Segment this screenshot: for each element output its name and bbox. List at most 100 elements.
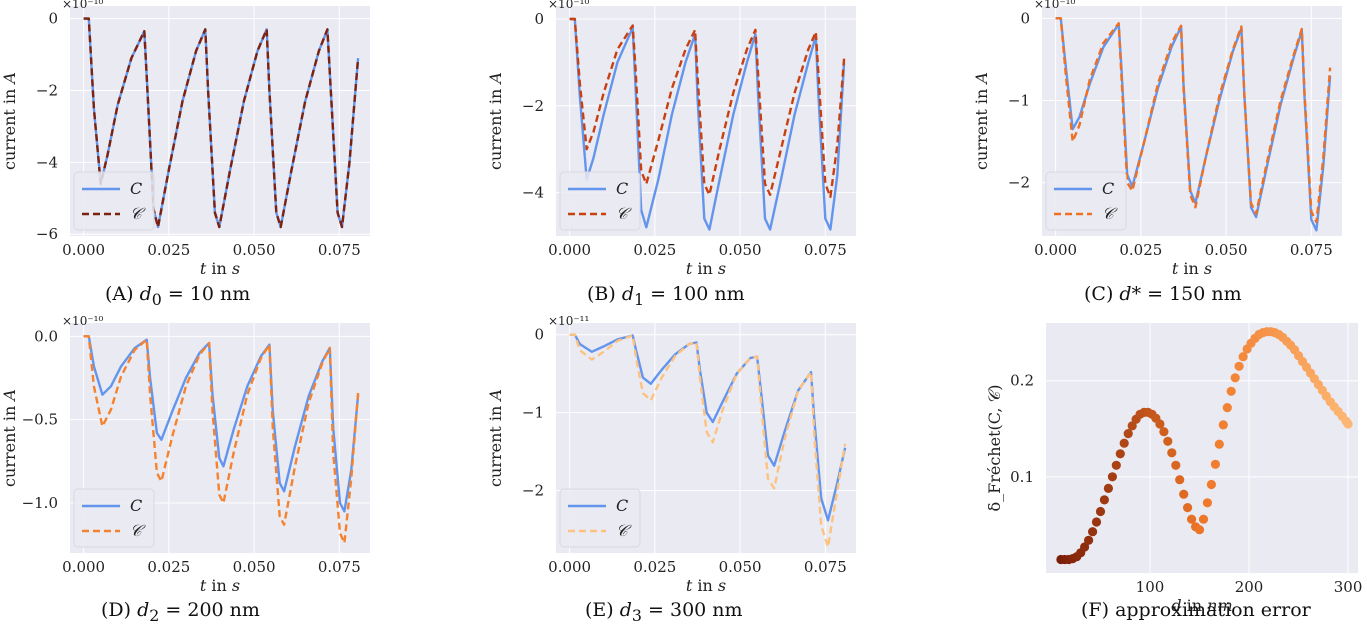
plot-f-point (1115, 449, 1125, 459)
plot-d-legend-label: C (130, 496, 142, 515)
plot-c-svg: 0.000 0.025 0.050 0.075 0 −1 −2 t in s current i… (972, 0, 1342, 278)
plot-f-point (1187, 514, 1197, 524)
plot-d-xtick-label: 0.025 (147, 558, 190, 576)
plot-f-point (1103, 483, 1113, 493)
plot-f-point (1123, 429, 1133, 439)
plot-f-point (1179, 489, 1189, 499)
plot-e-series-cal-c-line (569, 333, 847, 548)
plot-f-point (1222, 403, 1232, 413)
plot-f-point (1218, 420, 1228, 430)
plot-c-xtick-label: 0.075 (1290, 241, 1333, 259)
plot-c-xtick-label: 0.050 (1205, 241, 1248, 259)
plot-b-ylabel: current in A (486, 72, 505, 170)
plot-f-point (1226, 386, 1236, 396)
plot-d-xtick-label: 0.075 (318, 558, 361, 576)
plot-c-ylabel: current in A (972, 72, 991, 170)
panel-e: 0.000 0.025 0.050 0.075 0 −1 −2 t in s current i… (486, 314, 858, 626)
plot-f-xtick-label: 100 (1136, 578, 1165, 596)
plot-f-point (1084, 535, 1094, 545)
plot-f-ytick-label: 0.1 (1010, 468, 1034, 486)
plot-a-ytick-label: 0 (48, 10, 58, 28)
plot-a-multiplier: ×10⁻¹⁰ (62, 0, 103, 11)
plot-a-ytick-label: −2 (36, 81, 58, 99)
plot-a-xtick-label: 0.050 (233, 241, 276, 259)
plot-e-legend-box (559, 488, 641, 548)
plot-f-point (1198, 514, 1209, 524)
plot-e-legend-label: C (616, 496, 628, 515)
plot-f-point (1155, 419, 1165, 429)
plot-a-xtick-label: 0.000 (62, 241, 105, 259)
panel-b: 0.000 0.025 0.050 0.075 0 −2 −4 t in s current i… (486, 0, 858, 312)
panel-f: 100 200 300 0.1 0.2 d in nm δ_Fréchet(C, 𝒞) (F… (976, 316, 1366, 626)
plot-a-svg: 0.000 0.025 0.050 0.075 0 −2 −4 −6 t in s current… (0, 0, 370, 278)
plot-d-legend-box (73, 488, 155, 548)
plot-a-legend-label: C (130, 179, 142, 198)
plot-e-ytick-label: 0 (534, 326, 544, 344)
plot-f-point (1107, 472, 1117, 482)
panel-a: 0.000 0.025 0.050 0.075 0 −2 −4 −6 t in s current… (0, 0, 370, 312)
plot-f-xtick-label: 200 (1235, 578, 1264, 596)
caption-e: (E) d3 = 300 nm (585, 599, 743, 625)
caption-b: (B) d1 = 100 nm (587, 283, 745, 309)
plot-d-svg: 0.000 0.025 0.050 0.075 0.0 −0.5 −1.0 t in s cur… (0, 314, 370, 595)
plot-d-xtick-label: 0.050 (233, 558, 276, 576)
plot-c-ytick-label: −2 (1008, 174, 1030, 192)
plot-e-ytick-label: −1 (522, 404, 544, 422)
plot-b-ytick-label: 0 (534, 10, 544, 28)
plot-b-legend-box (559, 171, 641, 231)
caption-a: (A) d0 = 10 nm (105, 283, 251, 309)
plot-f-point (1111, 460, 1121, 470)
plot-a-series-cal-c-line (83, 17, 360, 229)
plot-f-point (1095, 506, 1106, 517)
plot-f-point (1214, 439, 1224, 449)
plot-b-series-c-line (569, 17, 846, 231)
plot-b-ytick-label: −2 (522, 97, 544, 115)
plot-b-svg: 0.000 0.025 0.050 0.075 0 −2 −4 t in s current i… (486, 0, 856, 278)
plot-f-point (1202, 498, 1212, 508)
plot-e-multiplier: ×10⁻¹¹ (548, 314, 589, 328)
plot-f-point (1159, 427, 1169, 437)
plot-f-point (1206, 479, 1216, 490)
plot-a-xtick-label: 0.075 (318, 241, 361, 259)
plot-d-xlabel: t in s (200, 576, 240, 595)
plot-b-legend-label: C (616, 179, 628, 198)
plot-b-xtick-label: 0.000 (548, 241, 591, 259)
plot-e-ytick-label: −2 (522, 482, 544, 500)
plot-e-svg: 0.000 0.025 0.050 0.075 0 −1 −2 t in s current i… (486, 314, 856, 595)
plot-f-point (1099, 495, 1109, 505)
caption-c: (C) d* = 150 nm (1084, 283, 1242, 305)
caption-f: (F) approximation error (1081, 599, 1311, 621)
plot-a-legend-box (73, 171, 155, 231)
plot-f-point (1234, 361, 1244, 371)
plot-e-xtick-label: 0.000 (548, 558, 591, 576)
plot-f-point (1163, 436, 1173, 446)
plot-d-ytick-label: −1.0 (22, 494, 58, 512)
plot-a-ytick-label: −4 (36, 153, 58, 171)
plot-e-xtick-label: 0.075 (804, 558, 847, 576)
plot-f-point (1175, 475, 1185, 485)
plot-f-point (1080, 542, 1090, 552)
plot-b-xtick-label: 0.025 (633, 241, 676, 259)
panel-d: 0.000 0.025 0.050 0.075 0.0 −0.5 −1.0 t in s cur… (0, 314, 370, 626)
plot-f-point (1230, 373, 1240, 383)
plot-d-ylabel: current in A (0, 389, 19, 487)
plot-c-ytick-label: 0 (1020, 9, 1030, 27)
plot-f-point (1194, 525, 1205, 535)
plot-f-svg: 100 200 300 0.1 0.2 d in nm δ_Fréchet(C, 𝒞) (985, 323, 1362, 615)
plot-d-ytick-label: 0.0 (34, 327, 58, 345)
plot-a-xtick-label: 0.025 (147, 241, 190, 259)
plot-a-ylabel: current in A (0, 72, 19, 170)
plot-e-xtick-label: 0.050 (719, 558, 762, 576)
plot-f-point (1238, 352, 1248, 362)
plot-f-xlabel: d in nm (1171, 596, 1232, 615)
plot-a-ytick-label: −6 (36, 225, 58, 243)
plot-c-xlabel: t in s (1172, 259, 1212, 278)
plot-e-ylabel: current in A (486, 389, 505, 487)
plot-f-point (1343, 419, 1353, 429)
plot-b-xlabel: t in s (686, 259, 726, 278)
plot-b-ytick-label: −4 (522, 184, 544, 202)
plot-f-point (1167, 448, 1177, 458)
plot-f-point (1127, 421, 1137, 431)
plot-c-legend-label: C (1102, 179, 1114, 198)
plot-f-ylabel: δ_Fréchet(C, 𝒞) (985, 384, 1004, 511)
